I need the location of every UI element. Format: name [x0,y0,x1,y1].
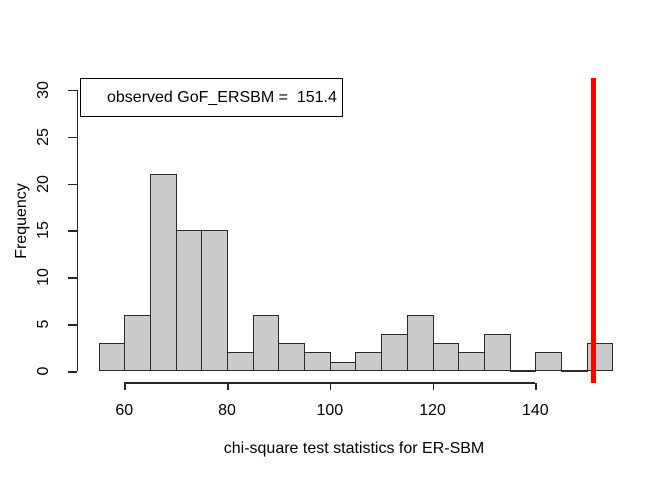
histogram-bar [201,230,229,371]
x-tick [227,383,229,390]
histogram-bar [304,352,331,371]
x-axis-title: chi-square test statistics for ER-SBM [223,440,485,457]
x-tick [432,383,435,390]
histogram-bar [586,343,614,371]
histogram-bar [149,174,177,371]
histogram-bar [355,352,383,371]
histogram-bar [458,352,485,371]
histogram-bar [483,334,511,371]
y-tick [68,324,77,326]
x-tick [329,383,332,390]
histogram-bar [124,315,151,371]
y-tick-label: 0 [35,366,52,376]
y-tick-label: 10 [35,268,52,287]
y-tick-label: 20 [35,174,52,193]
y-tick [68,183,77,186]
observed-value-line [591,78,597,383]
x-tick-label: 120 [419,402,446,419]
histogram-bar [175,230,203,371]
y-tick-label: 25 [35,127,52,146]
histogram-bar [381,334,408,371]
histogram-bar [227,352,254,371]
y-tick [68,136,77,139]
histogram-bar [560,370,588,372]
legend-box: observed GoF_ERSBM = 151.4 [80,78,343,117]
histogram-bar [432,343,460,371]
x-tick [535,383,537,390]
y-axis-title: Frequency [13,183,30,259]
y-tick-label: 30 [35,81,52,99]
histogram-bar [509,370,537,372]
histogram-bar [98,343,126,371]
y-tick [68,89,77,92]
y-tick-label: 5 [35,319,52,329]
x-tick-label: 140 [521,402,549,419]
x-axis-line [124,382,536,384]
histogram-bar [278,343,306,371]
histogram-bar [252,315,280,371]
y-tick [68,371,77,373]
histogram-bar [535,352,562,371]
x-tick-label: 60 [115,402,134,419]
y-axis-line [76,89,78,371]
histogram-bar [329,362,357,371]
legend-label: observed GoF_ERSBM = 151.4 [107,89,337,106]
x-tick-label: 80 [218,402,236,419]
y-tick-label: 15 [35,221,52,240]
x-tick [124,383,126,390]
x-tick-label: 100 [316,402,344,419]
histogram-bar [406,315,434,371]
y-tick [68,230,77,232]
y-tick [68,277,77,279]
